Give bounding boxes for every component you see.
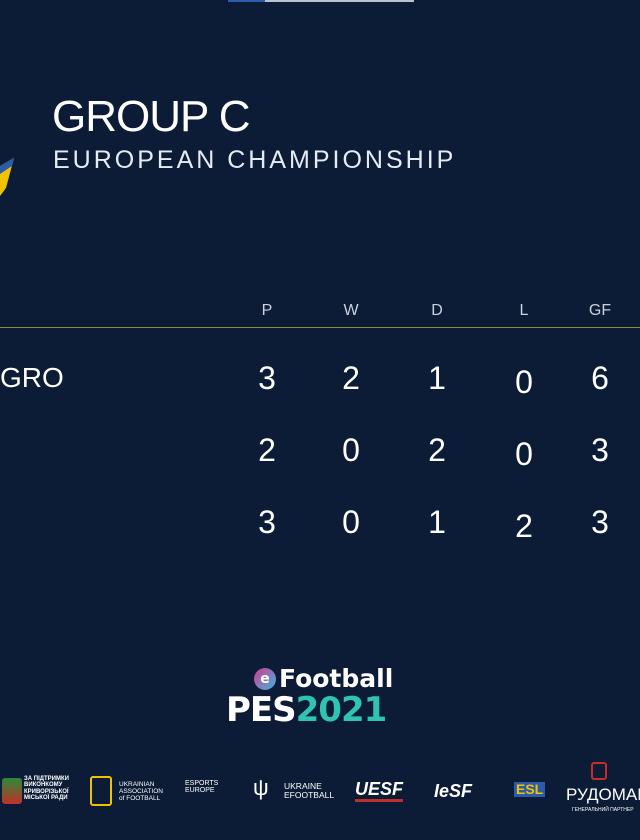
cell-d: 2 [428, 432, 446, 468]
ukraine-trident-icon: ψ [253, 775, 269, 800]
sponsor-rudomain-sub: ГЕНЕРАЛЬНИЙ ПАРТНЕР [572, 807, 634, 813]
kryvyi-rih-crest-icon [2, 778, 22, 804]
column-header-w: W [343, 302, 359, 319]
efootball-logo: e Football [254, 664, 393, 693]
cell-gf: 3 [591, 504, 609, 540]
team-name: GRO [0, 362, 64, 393]
cell-gf: 3 [591, 432, 609, 468]
pes-logo: PES2021 [226, 690, 388, 730]
sponsor-uesf: UESF [355, 780, 404, 802]
column-header-d: D [431, 302, 443, 319]
cell-p: 3 [258, 504, 276, 540]
cell-p: 2 [258, 432, 276, 468]
page-title: GROUP C [52, 92, 251, 141]
top-progress-bar [228, 0, 414, 2]
column-header-p: P [261, 302, 273, 319]
cell-w: 0 [342, 432, 360, 468]
sponsor-strip: ЗА ПІДТРИМКИ ВИКОНКОМУ КРИВОРІЗЬКОЇ МІСЬ… [0, 762, 640, 820]
sponsor-iesf: IeSF [434, 781, 473, 801]
cell-gf: 6 [591, 360, 609, 396]
cell-w: 2 [342, 360, 360, 396]
cell-p: 3 [258, 360, 276, 396]
uaf-trident-icon [90, 776, 112, 806]
tournament-logo-edge [0, 158, 14, 196]
sponsor-uaf: UKRAINIAN ASSOCIATION of FOOTBALL [119, 781, 163, 802]
sponsor-ukraine-efootball: UKRAINE EFOOTBALL [284, 781, 335, 800]
pes-text: PES [226, 690, 297, 730]
column-header-gf: GF [588, 302, 612, 319]
pes-year: 2021 [295, 690, 388, 730]
page-subtitle: EUROPEAN CHAMPIONSHIP [53, 146, 457, 174]
cell-l: 0 [515, 436, 533, 472]
cell-l: 0 [515, 364, 533, 400]
column-header-l: L [519, 302, 529, 319]
cell-l: 2 [515, 508, 533, 544]
sponsor-esports-europe: ESPORTS EUROPE [185, 780, 219, 795]
sponsor-esl: ESL [514, 781, 546, 797]
cell-d: 1 [428, 504, 446, 540]
rudomain-logo-icon [591, 762, 607, 780]
efootball-text: Football [279, 664, 394, 693]
cell-w: 0 [342, 504, 360, 540]
efootball-badge-icon: e [254, 667, 276, 690]
sponsor-kryvyi-rih: ЗА ПІДТРИМКИ ВИКОНКОМУ КРИВОРІЗЬКОЇ МІСЬ… [24, 776, 69, 801]
header-divider [0, 327, 640, 328]
cell-d: 1 [428, 360, 446, 396]
sponsor-rudomain: РУДОМАЙН [566, 785, 640, 804]
